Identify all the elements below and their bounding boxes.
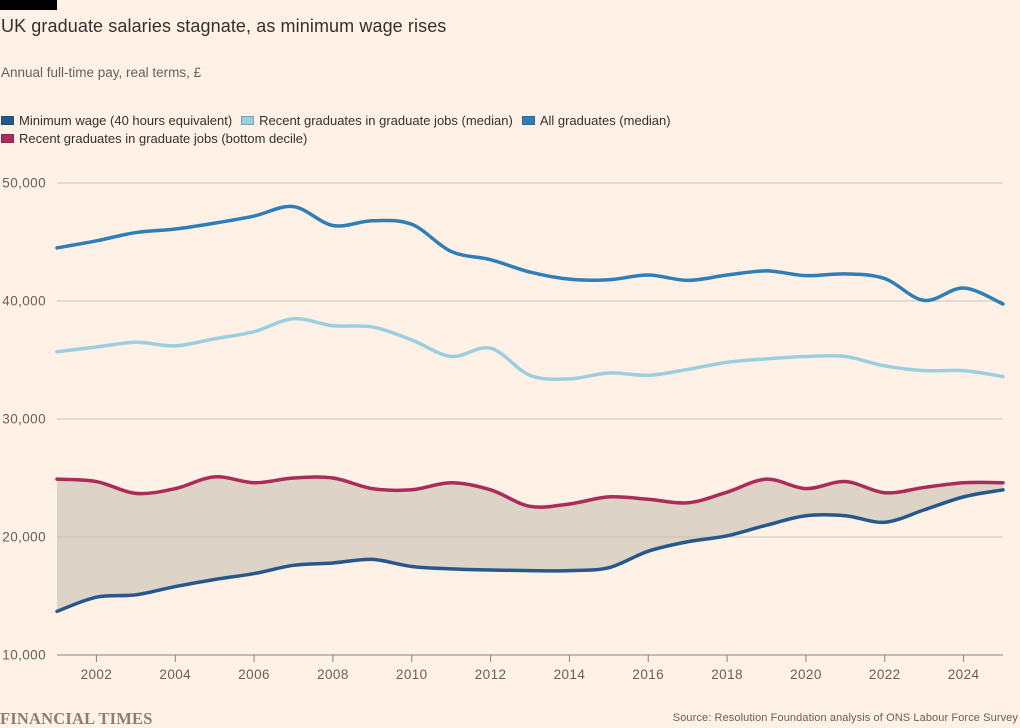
svg-text:2010: 2010 xyxy=(396,667,428,682)
svg-text:2008: 2008 xyxy=(317,667,349,682)
svg-text:2004: 2004 xyxy=(159,667,191,682)
svg-text:2012: 2012 xyxy=(475,667,507,682)
svg-text:2022: 2022 xyxy=(869,667,901,682)
legend-label: Recent graduates in graduate jobs (media… xyxy=(259,113,513,128)
svg-text:40,000: 40,000 xyxy=(2,294,46,309)
svg-text:2018: 2018 xyxy=(711,667,743,682)
legend-label: Recent graduates in graduate jobs (botto… xyxy=(19,131,308,146)
legend-swatch-recent-grads-median xyxy=(241,116,255,125)
svg-text:50,000: 50,000 xyxy=(2,176,46,191)
chart-title: UK graduate salaries stagnate, as minimu… xyxy=(1,16,447,36)
svg-text:2020: 2020 xyxy=(790,667,822,682)
source-note: Source: Resolution Foundation analysis o… xyxy=(672,712,1018,724)
chart-subtitle: Annual full-time pay, real terms, £ xyxy=(1,65,202,80)
svg-text:2016: 2016 xyxy=(632,667,664,682)
legend-swatch-all-graduates xyxy=(521,116,535,125)
legend-item-minimum-wage: Minimum wage (40 hours equivalent) xyxy=(1,113,232,128)
svg-text:2014: 2014 xyxy=(554,667,586,682)
svg-text:10,000: 10,000 xyxy=(2,648,46,663)
svg-text:2006: 2006 xyxy=(238,667,270,682)
svg-text:2002: 2002 xyxy=(81,667,113,682)
legend-item-all-graduates: All graduates (median) xyxy=(521,113,671,128)
chart-legend: Minimum wage (40 hours equivalent) Recen… xyxy=(1,113,761,146)
svg-text:30,000: 30,000 xyxy=(2,412,46,427)
legend-label: Minimum wage (40 hours equivalent) xyxy=(19,113,233,128)
svg-text:20,000: 20,000 xyxy=(2,530,46,545)
legend-swatch-bottom-decile xyxy=(1,134,14,143)
svg-text:2024: 2024 xyxy=(948,667,980,682)
legend-item-recent-grads-median: Recent graduates in graduate jobs (media… xyxy=(241,113,513,128)
ft-logo: FINANCIAL TIMES xyxy=(0,709,153,728)
legend-swatch-minimum-wage xyxy=(1,116,14,125)
top-accent-bar xyxy=(0,0,57,10)
legend-item-bottom-decile: Recent graduates in graduate jobs (botto… xyxy=(1,131,307,146)
legend-label: All graduates (median) xyxy=(539,113,671,128)
